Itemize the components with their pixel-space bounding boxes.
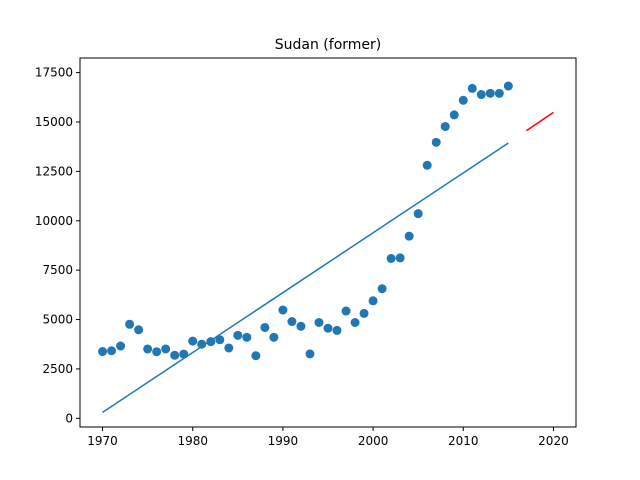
chart-title: Sudan (former) bbox=[275, 37, 381, 53]
data-point-2008 bbox=[440, 122, 450, 132]
data-point-1988 bbox=[260, 322, 270, 332]
plot-frame bbox=[79, 57, 577, 428]
data-point-1987 bbox=[251, 351, 261, 361]
data-point-1995 bbox=[323, 323, 333, 333]
y-tick-label-17500: 17500 bbox=[35, 66, 73, 80]
y-tick-label-0: 0 bbox=[65, 411, 73, 425]
trend-line bbox=[102, 142, 509, 414]
data-point-1980 bbox=[188, 336, 198, 346]
plot-area bbox=[98, 81, 554, 414]
y-tick-label-7500: 7500 bbox=[42, 263, 73, 277]
data-point-1981 bbox=[197, 339, 207, 349]
data-point-2009 bbox=[449, 110, 459, 120]
data-point-1983 bbox=[215, 335, 225, 345]
data-point-1977 bbox=[161, 344, 171, 354]
data-point-1994 bbox=[314, 318, 324, 328]
data-point-1976 bbox=[152, 347, 162, 357]
data-point-2011 bbox=[467, 83, 477, 93]
data-point-1996 bbox=[332, 325, 342, 335]
data-point-1975 bbox=[143, 344, 153, 354]
data-point-2005 bbox=[413, 209, 423, 219]
data-point-1990 bbox=[278, 305, 288, 315]
data-point-2003 bbox=[395, 253, 405, 263]
data-point-1984 bbox=[224, 343, 234, 353]
data-point-2014 bbox=[494, 88, 504, 98]
data-point-1971 bbox=[107, 346, 117, 356]
y-tick-label-15000: 15000 bbox=[35, 115, 73, 129]
data-point-2013 bbox=[485, 88, 495, 98]
data-point-2004 bbox=[404, 231, 414, 241]
data-point-2002 bbox=[386, 254, 396, 264]
x-tick-label-2020: 2020 bbox=[538, 434, 569, 448]
y-tick-label-12500: 12500 bbox=[35, 164, 73, 178]
data-point-1997 bbox=[341, 306, 351, 316]
data-point-2015 bbox=[503, 81, 513, 91]
data-point-2006 bbox=[422, 160, 432, 170]
data-point-2007 bbox=[431, 137, 441, 147]
x-tick-label-2000: 2000 bbox=[358, 434, 389, 448]
axes: 1970 1980 1990 2000 2010 2020 0 2500 5000 7500 100… bbox=[35, 66, 569, 448]
data-point-1978 bbox=[170, 350, 180, 360]
projection-line bbox=[525, 111, 554, 132]
x-tick-label-1980: 1980 bbox=[177, 434, 208, 448]
data-point-1974 bbox=[134, 325, 144, 335]
data-point-1970 bbox=[98, 347, 108, 357]
data-point-1992 bbox=[296, 321, 306, 331]
data-point-1973 bbox=[125, 319, 135, 329]
data-point-1986 bbox=[242, 332, 252, 342]
data-point-1989 bbox=[269, 332, 279, 342]
data-point-1985 bbox=[233, 330, 243, 340]
y-tick-label-2500: 2500 bbox=[42, 362, 73, 376]
data-point-1991 bbox=[287, 317, 297, 327]
data-point-1972 bbox=[116, 341, 126, 351]
y-tick-label-10000: 10000 bbox=[35, 214, 73, 228]
data-point-2010 bbox=[458, 95, 468, 105]
y-tick-label-5000: 5000 bbox=[42, 313, 73, 327]
x-tick-label-1970: 1970 bbox=[87, 434, 118, 448]
data-point-1999 bbox=[359, 308, 369, 318]
x-tick-label-1990: 1990 bbox=[268, 434, 299, 448]
data-point-1993 bbox=[305, 349, 315, 359]
data-point-2000 bbox=[368, 296, 378, 306]
data-point-1998 bbox=[350, 318, 360, 328]
data-point-2001 bbox=[377, 284, 387, 294]
data-point-2012 bbox=[476, 90, 486, 100]
x-tick-label-2010: 2010 bbox=[448, 434, 479, 448]
